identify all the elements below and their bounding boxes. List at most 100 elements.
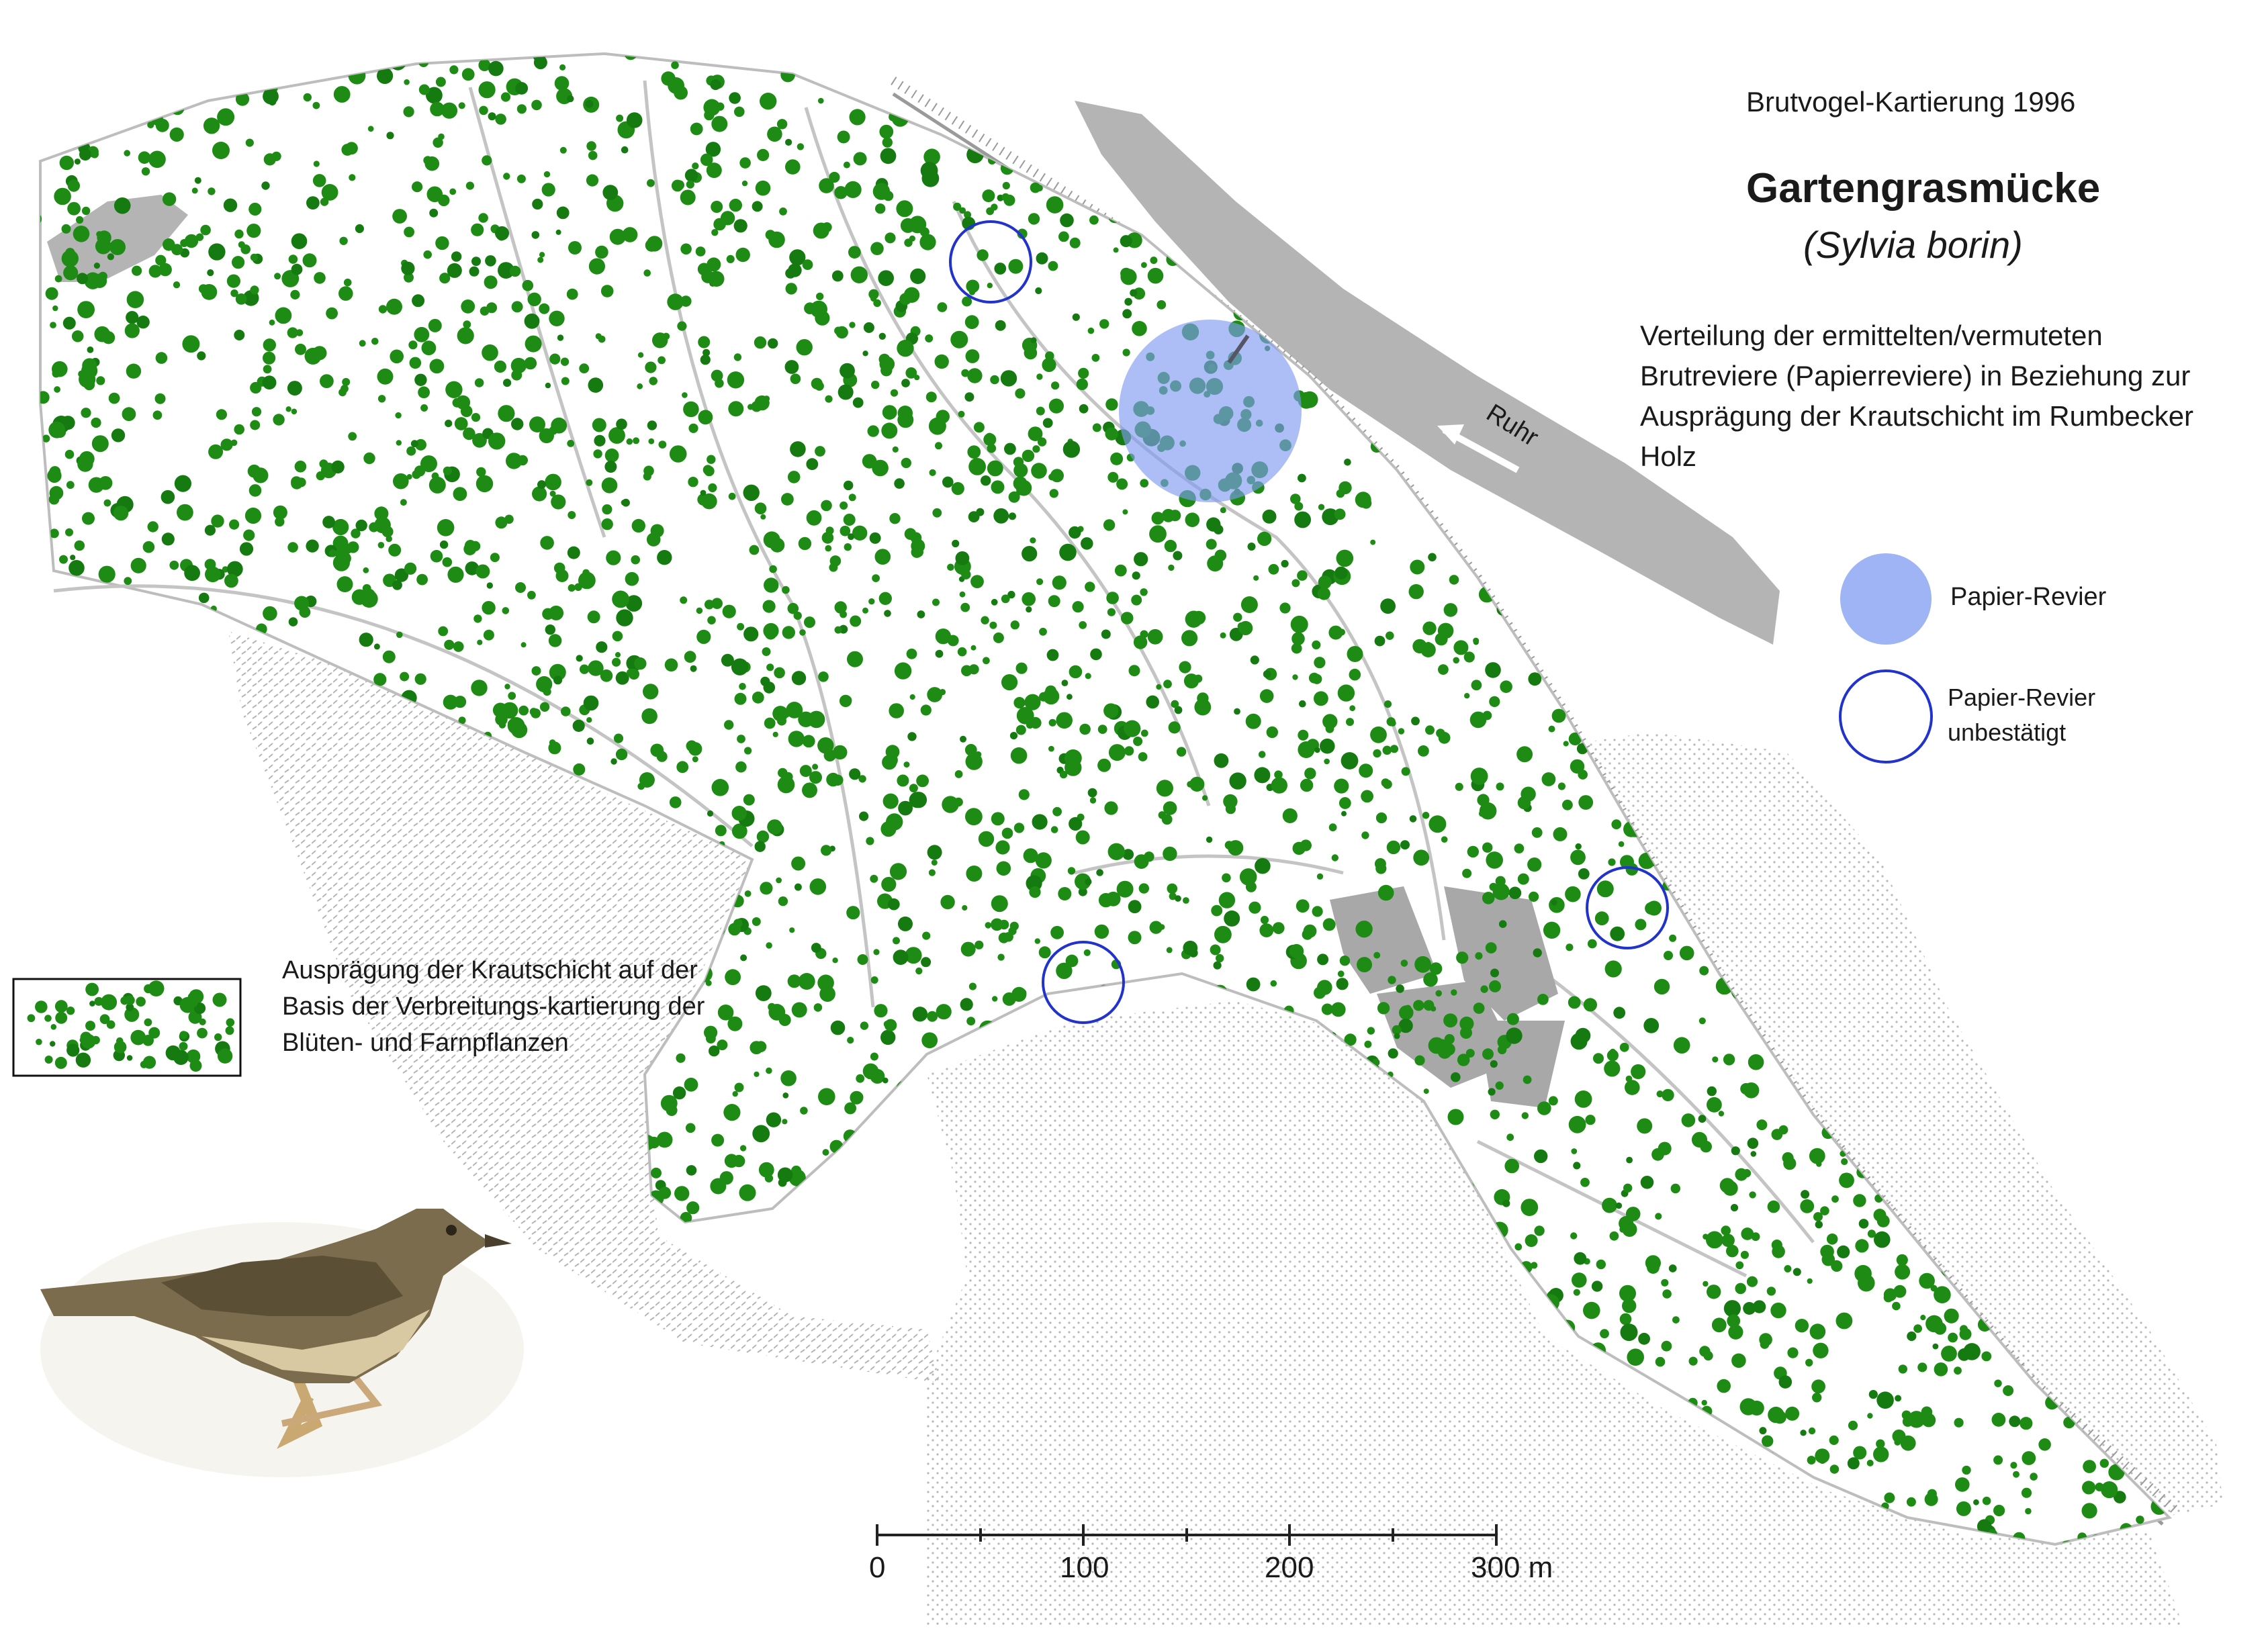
- herb-dot: [173, 648, 185, 660]
- herb-dot: [1664, 723, 1670, 729]
- herb-dot: [342, 1541, 349, 1544]
- herb-dot: [1707, 729, 1717, 739]
- herb-dot: [298, 1522, 305, 1530]
- herb-dot: [2173, 950, 2179, 957]
- herb-dot: [380, 1125, 395, 1139]
- herb-dot: [227, 712, 236, 721]
- herb-dot: [1174, 990, 1184, 1000]
- herb-dot: [882, 755, 897, 770]
- herb-dot: [1661, 1278, 1669, 1287]
- herb-dot: [1950, 532, 1964, 546]
- herb-dot: [1900, 854, 1914, 868]
- herb-dot: [1122, 309, 1132, 319]
- herb-dot: [1498, 565, 1513, 581]
- herb-dot: [355, 1115, 367, 1127]
- herb-dot: [1864, 277, 1880, 293]
- herb-dot: [744, 747, 752, 755]
- herb-dot: [1441, 836, 1448, 843]
- herb-dot: [2152, 847, 2164, 859]
- herb-dot: [1388, 976, 1396, 984]
- herb-dot: [755, 180, 771, 196]
- herb-dot: [163, 56, 178, 71]
- herb-dot: [821, 222, 832, 232]
- herb-dot: [650, 1495, 662, 1508]
- herb-dot: [1379, 188, 1386, 194]
- herb-dot: [1163, 680, 1172, 689]
- herb-dot: [546, 1335, 564, 1352]
- herb-dot: [607, 453, 614, 460]
- herb-dot: [697, 494, 710, 506]
- herb-dot: [615, 671, 629, 685]
- herb-dot: [1750, 1151, 1757, 1157]
- herb-dot: [1570, 645, 1578, 652]
- herb-dot: [447, 566, 464, 583]
- herb-dot: [161, 532, 175, 546]
- herb-dot: [495, 226, 509, 240]
- herb-dot: [121, 1170, 138, 1187]
- herb-dot: [856, 1074, 865, 1083]
- herb-dot: [1130, 63, 1142, 74]
- herb-dot: [177, 696, 183, 702]
- herb-dot: [223, 198, 238, 212]
- herb-dot: [626, 438, 633, 445]
- herb-dot: [1347, 210, 1365, 227]
- herb-dot: [420, 455, 437, 473]
- herb-dot: [190, 54, 205, 64]
- herb-dot: [224, 1164, 234, 1175]
- herb-dot: [393, 1468, 404, 1479]
- herb-dot: [1721, 71, 1736, 85]
- herb-dot: [1574, 1252, 1587, 1265]
- herb-dot: [630, 1325, 641, 1337]
- herb-dot: [874, 1004, 888, 1018]
- herb-dot: [109, 1493, 118, 1502]
- herb-dot: [1130, 289, 1138, 297]
- herb-dot: [2115, 582, 2122, 590]
- herb-dot: [964, 743, 977, 756]
- herb-dot: [2007, 62, 2021, 77]
- herb-dot: [1147, 629, 1163, 645]
- herb-dot: [486, 582, 493, 589]
- herb-dot: [208, 917, 217, 925]
- herb-dot: [392, 209, 407, 224]
- herb-dot: [2083, 144, 2097, 157]
- herb-dot: [140, 829, 155, 845]
- herb-dot: [81, 363, 98, 379]
- herb-dot: [371, 1489, 381, 1500]
- herb-dot: [46, 757, 64, 774]
- herb-dot: [2143, 1217, 2154, 1227]
- herb-dot: [643, 269, 651, 277]
- herb-dot: [1105, 891, 1121, 906]
- herb-dot: [890, 1396, 900, 1407]
- herb-dot: [172, 772, 185, 784]
- herb-dot: [733, 919, 743, 928]
- herb-dot: [833, 1462, 850, 1480]
- herb-dot: [631, 1328, 643, 1340]
- herb-dot: [495, 113, 506, 125]
- herb-dot: [1939, 903, 1949, 913]
- herb-dot: [905, 1149, 921, 1166]
- herb-dot: [1785, 1406, 1800, 1421]
- herb-dot: [1521, 541, 1529, 549]
- herb-dot: [587, 610, 600, 624]
- herb-dot: [229, 704, 236, 712]
- herb-dot: [1574, 1090, 1592, 1108]
- herb-dot: [1453, 54, 1463, 58]
- herb-dot: [1355, 921, 1373, 938]
- herb-dot: [341, 144, 354, 156]
- herb-dot: [915, 967, 923, 975]
- herb-dot: [107, 253, 114, 261]
- herb-dot: [1250, 655, 1259, 665]
- herb-dot: [1169, 892, 1177, 900]
- herb-dot: [269, 319, 275, 326]
- herb-dot: [2097, 777, 2108, 788]
- herb-dot: [705, 104, 712, 112]
- herb-dot: [320, 938, 328, 945]
- herb-dot: [120, 651, 131, 662]
- herb-dot: [990, 375, 999, 385]
- herb-dot: [1355, 492, 1371, 508]
- herb-dot: [287, 327, 298, 338]
- herb-dot: [717, 1005, 734, 1021]
- herb-dot: [853, 152, 867, 166]
- herb-dot: [278, 54, 295, 60]
- herb-dot: [471, 223, 484, 236]
